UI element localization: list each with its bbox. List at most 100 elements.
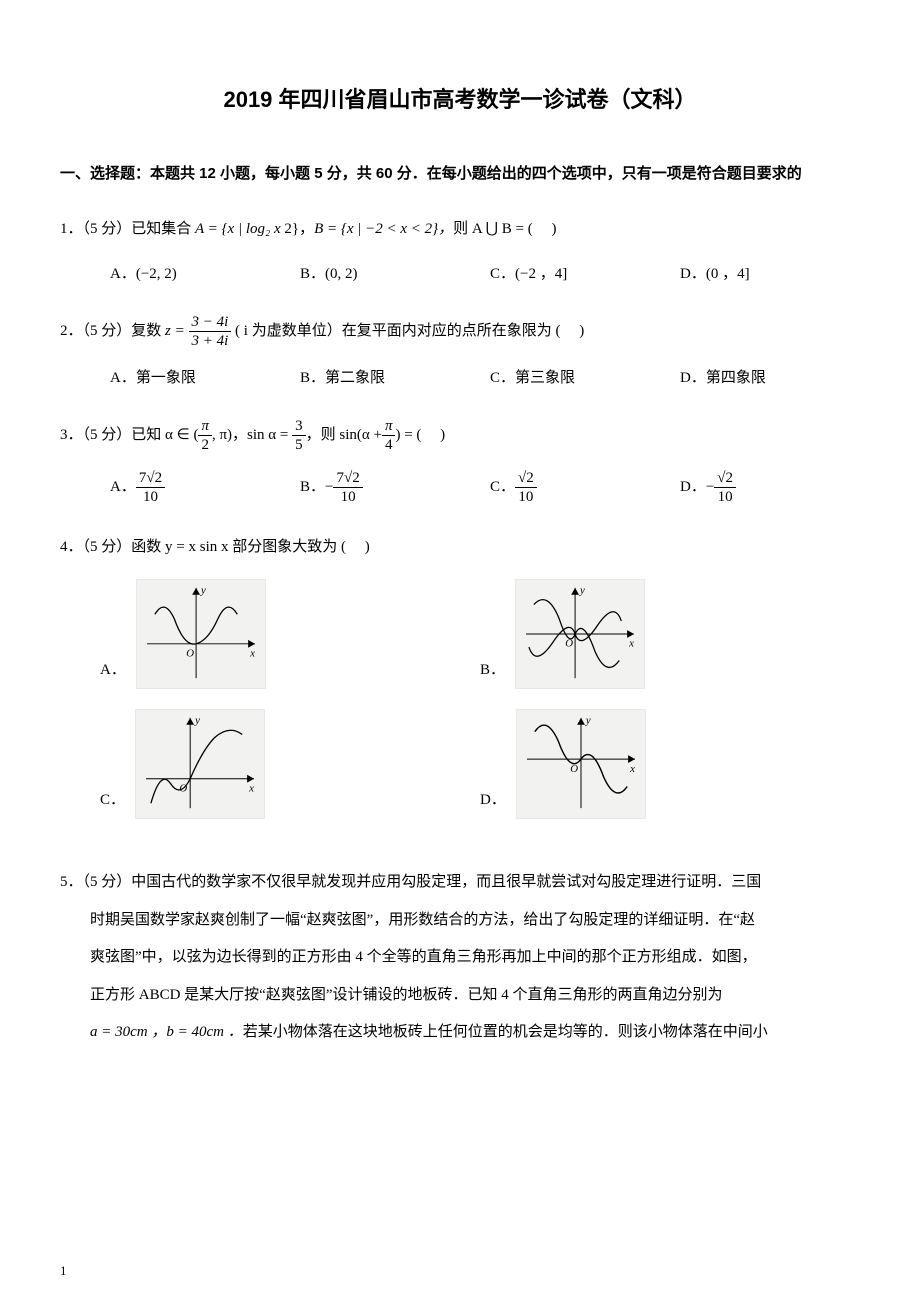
- q4-text: 4．（5 分）函数 y = x sin x 部分图象大致为 ( ): [60, 531, 860, 564]
- question-2: 2．（5 分）复数 z = 3 − 4i 3 + 4i ( i 为虚数单位）在复…: [60, 313, 860, 392]
- page-title: 2019 年四川省眉山市高考数学一诊试卷（文科）: [60, 80, 860, 120]
- question-1: 1．（5 分）已知集合 A = {x | log₂ x 2}，B = {x | …: [60, 213, 860, 288]
- question-3: 3．（5 分）已知 α ∈ (π2, π)，sin α = 35，则 sin(α…: [60, 417, 860, 506]
- q3-opt-a: A．7√210: [110, 469, 290, 506]
- q4-c-label: C．: [100, 787, 125, 819]
- q2-frac: 3 − 4i 3 + 4i: [189, 313, 232, 350]
- q3-b-d: 10: [333, 488, 362, 506]
- q3-mid1: , π)，: [212, 427, 247, 443]
- q5-l4: 正方形 ABCD 是某大厅按“赵爽弦图”设计铺设的地板砖．已知 4 个直角三角形…: [60, 977, 860, 1015]
- q1-pre: 已知集合: [131, 221, 195, 237]
- q1-set-a: A = {x | log₂ x: [195, 221, 281, 237]
- q4-num: 4．（5 分）: [60, 539, 131, 555]
- q1-opt-b: B．(0, 2): [300, 261, 480, 288]
- q1-opt-a: A．(−2, 2): [110, 261, 290, 288]
- q3-pi4-n: π: [382, 417, 396, 436]
- q2-options: A．第一象限 B．第二象限 C．第三象限 D．第四象限: [60, 365, 860, 392]
- svg-text:x: x: [248, 783, 254, 795]
- q3-text: 3．（5 分）已知 α ∈ (π2, π)，sin α = 35，则 sin(α…: [60, 417, 860, 454]
- q1-set-b: B = {x | −2 < x < 2}，: [314, 221, 453, 237]
- q3-a-n: 7√2: [136, 469, 165, 488]
- q2-num: 2．（5 分）: [60, 323, 131, 339]
- q5-l5-rest: 若某小物体落在这块地板砖上任何位置的机会是均等的．则该小物体落在中间小: [243, 1024, 768, 1040]
- q4-opt-a: A． y x O: [100, 579, 480, 689]
- svg-text:x: x: [628, 638, 634, 650]
- q3-35-n: 3: [292, 417, 306, 436]
- q4-graph-d: y x O: [516, 709, 646, 819]
- q3-d-pre: D．−: [680, 479, 714, 495]
- q1-opt-c: C．(−2 ，4]: [490, 261, 670, 288]
- q2-opt-d: D．第四象限: [680, 365, 860, 392]
- q3-post: ) = ( ): [395, 427, 445, 443]
- q1-num: 1．（5 分）: [60, 221, 131, 237]
- q5-a: a = 30cm ，: [90, 1024, 166, 1040]
- q2-opt-c: C．第三象限: [490, 365, 670, 392]
- q3-pi4-d: 4: [382, 436, 396, 454]
- q3-pihalf-n: π: [198, 417, 212, 436]
- q2-opt-a: A．第一象限: [110, 365, 290, 392]
- q5-num: 5．（5 分）: [60, 874, 131, 890]
- svg-text:y: y: [194, 715, 200, 727]
- q3-options: A．7√210 B．−7√210 C．√210 D．−√210: [60, 469, 860, 506]
- page-number: 1: [60, 1259, 67, 1282]
- q5-l1: 中国古代的数学家不仅很早就发现并应用勾股定理，而且很早就尝试对勾股定理进行证明．…: [131, 874, 761, 890]
- q4-options: A． y x O B．: [60, 579, 860, 839]
- q3-35-d: 5: [292, 436, 306, 454]
- svg-text:y: y: [585, 715, 591, 727]
- q5-l2: 时期吴国数学家赵爽创制了一幅“赵爽弦图”，用形数结合的方法，给出了勾股定理的详细…: [60, 902, 860, 940]
- q2-frac-den: 3 + 4i: [189, 332, 232, 350]
- q3-opt-b: B．−7√210: [300, 469, 480, 506]
- q5-l3: 爽弦图”中，以弦为边长得到的正方形由 4 个全等的直角三角形再加上中间的那个正方…: [60, 939, 860, 977]
- q4-opt-b: B． y x O: [480, 579, 860, 689]
- q3-sineq: sin α =: [247, 427, 288, 443]
- q3-pihalf-d: 2: [198, 436, 212, 454]
- q1-post: 则 A ⋃ B = ( ): [453, 221, 556, 237]
- q3-c-d: 10: [515, 488, 537, 506]
- svg-text:x: x: [629, 763, 635, 775]
- svg-text:O: O: [570, 763, 578, 775]
- section-header: 一、选择题：本题共 12 小题，每小题 5 分，共 60 分．在每小题给出的四个…: [60, 160, 860, 189]
- q4-d-label: D．: [480, 787, 506, 819]
- q1-opt-d: D．(0 ，4]: [680, 261, 860, 288]
- q4-b-label: B．: [480, 657, 505, 689]
- svg-text:O: O: [565, 638, 573, 650]
- q5-l5: a = 30cm ，b = 40cm ．若某小物体落在这块地板砖上任何位置的机会…: [60, 1014, 860, 1052]
- svg-text:y: y: [200, 585, 206, 597]
- q3-a-d: 10: [136, 488, 165, 506]
- q3-d-d: 10: [714, 488, 736, 506]
- q3-d-n: √2: [714, 469, 736, 488]
- q2-zeq: z =: [165, 323, 185, 339]
- q4-opt-c: C． y x O: [100, 709, 480, 819]
- q2-pre: 复数: [131, 323, 165, 339]
- question-4: 4．（5 分）函数 y = x sin x 部分图象大致为 ( ) A． y x…: [60, 531, 860, 839]
- q3-b-n: 7√2: [333, 469, 362, 488]
- q3-num: 3．（5 分）: [60, 427, 131, 443]
- q1-set-a-suf: 2}，: [281, 221, 314, 237]
- question-5: 5．（5 分）中国古代的数学家不仅很早就发现并应用勾股定理，而且很早就尝试对勾股…: [60, 864, 860, 1052]
- svg-text:O: O: [186, 648, 194, 660]
- svg-text:y: y: [579, 585, 585, 597]
- q4-opt-d: D． y x O: [480, 709, 860, 819]
- q3-c-pre: C．: [490, 479, 515, 495]
- q3-pihalf: π2: [198, 417, 212, 454]
- q3-a-pre: A．: [110, 479, 136, 495]
- q5-b: b = 40cm ．: [166, 1024, 242, 1040]
- q2-opt-b: B．第二象限: [300, 365, 480, 392]
- q3-pi4: π4: [382, 417, 396, 454]
- q2-frac-num: 3 − 4i: [189, 313, 232, 332]
- q4-graph-a: y x O: [136, 579, 266, 689]
- q4-graph-c: y x O: [135, 709, 265, 819]
- q1-text: 1．（5 分）已知集合 A = {x | log₂ x 2}，B = {x | …: [60, 213, 860, 246]
- svg-text:x: x: [249, 648, 255, 660]
- q2-text: 2．（5 分）复数 z = 3 − 4i 3 + 4i ( i 为虚数单位）在复…: [60, 313, 860, 350]
- q4-body: 函数 y = x sin x 部分图象大致为 ( ): [131, 539, 369, 555]
- q3-b-pre: B．−: [300, 479, 333, 495]
- q4-a-label: A．: [100, 657, 126, 689]
- q3-c-n: √2: [515, 469, 537, 488]
- q3-mid2: ，则 sin(α +: [306, 427, 382, 443]
- q5-text: 5．（5 分）中国古代的数学家不仅很早就发现并应用勾股定理，而且很早就尝试对勾股…: [60, 864, 860, 1052]
- q3-35: 35: [292, 417, 306, 454]
- q1-options: A．(−2, 2) B．(0, 2) C．(−2 ，4] D．(0 ，4]: [60, 261, 860, 288]
- q2-mid: ( i 为虚数单位）在复平面内对应的点所在象限为 ( ): [235, 323, 584, 339]
- q4-graph-b: y x O: [515, 579, 645, 689]
